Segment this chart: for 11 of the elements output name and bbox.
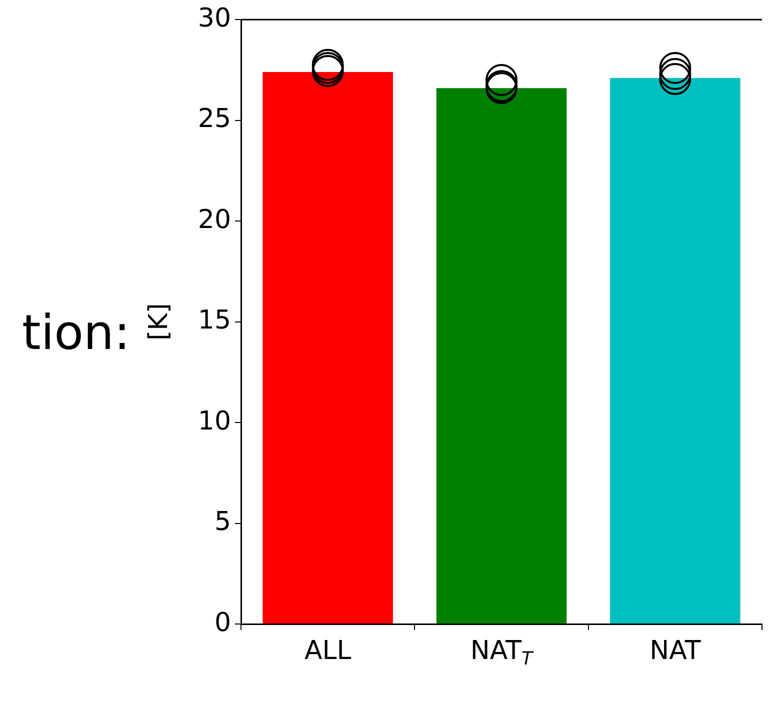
y-tick-label: 0 [214, 608, 231, 638]
y-tick-label: 20 [198, 204, 231, 235]
y-tick-label: 10 [198, 406, 231, 436]
y-tick-label: 25 [198, 104, 231, 134]
y-axis-title: [K] [144, 303, 174, 340]
x-tick-label: NAT [650, 636, 701, 666]
y-tick-label: 5 [214, 507, 231, 538]
text: tion: [22, 305, 130, 361]
y-tick-label: 15 [198, 306, 231, 336]
y-tick-label: 30 [198, 3, 231, 34]
x-tick-label: ALL [304, 636, 352, 666]
